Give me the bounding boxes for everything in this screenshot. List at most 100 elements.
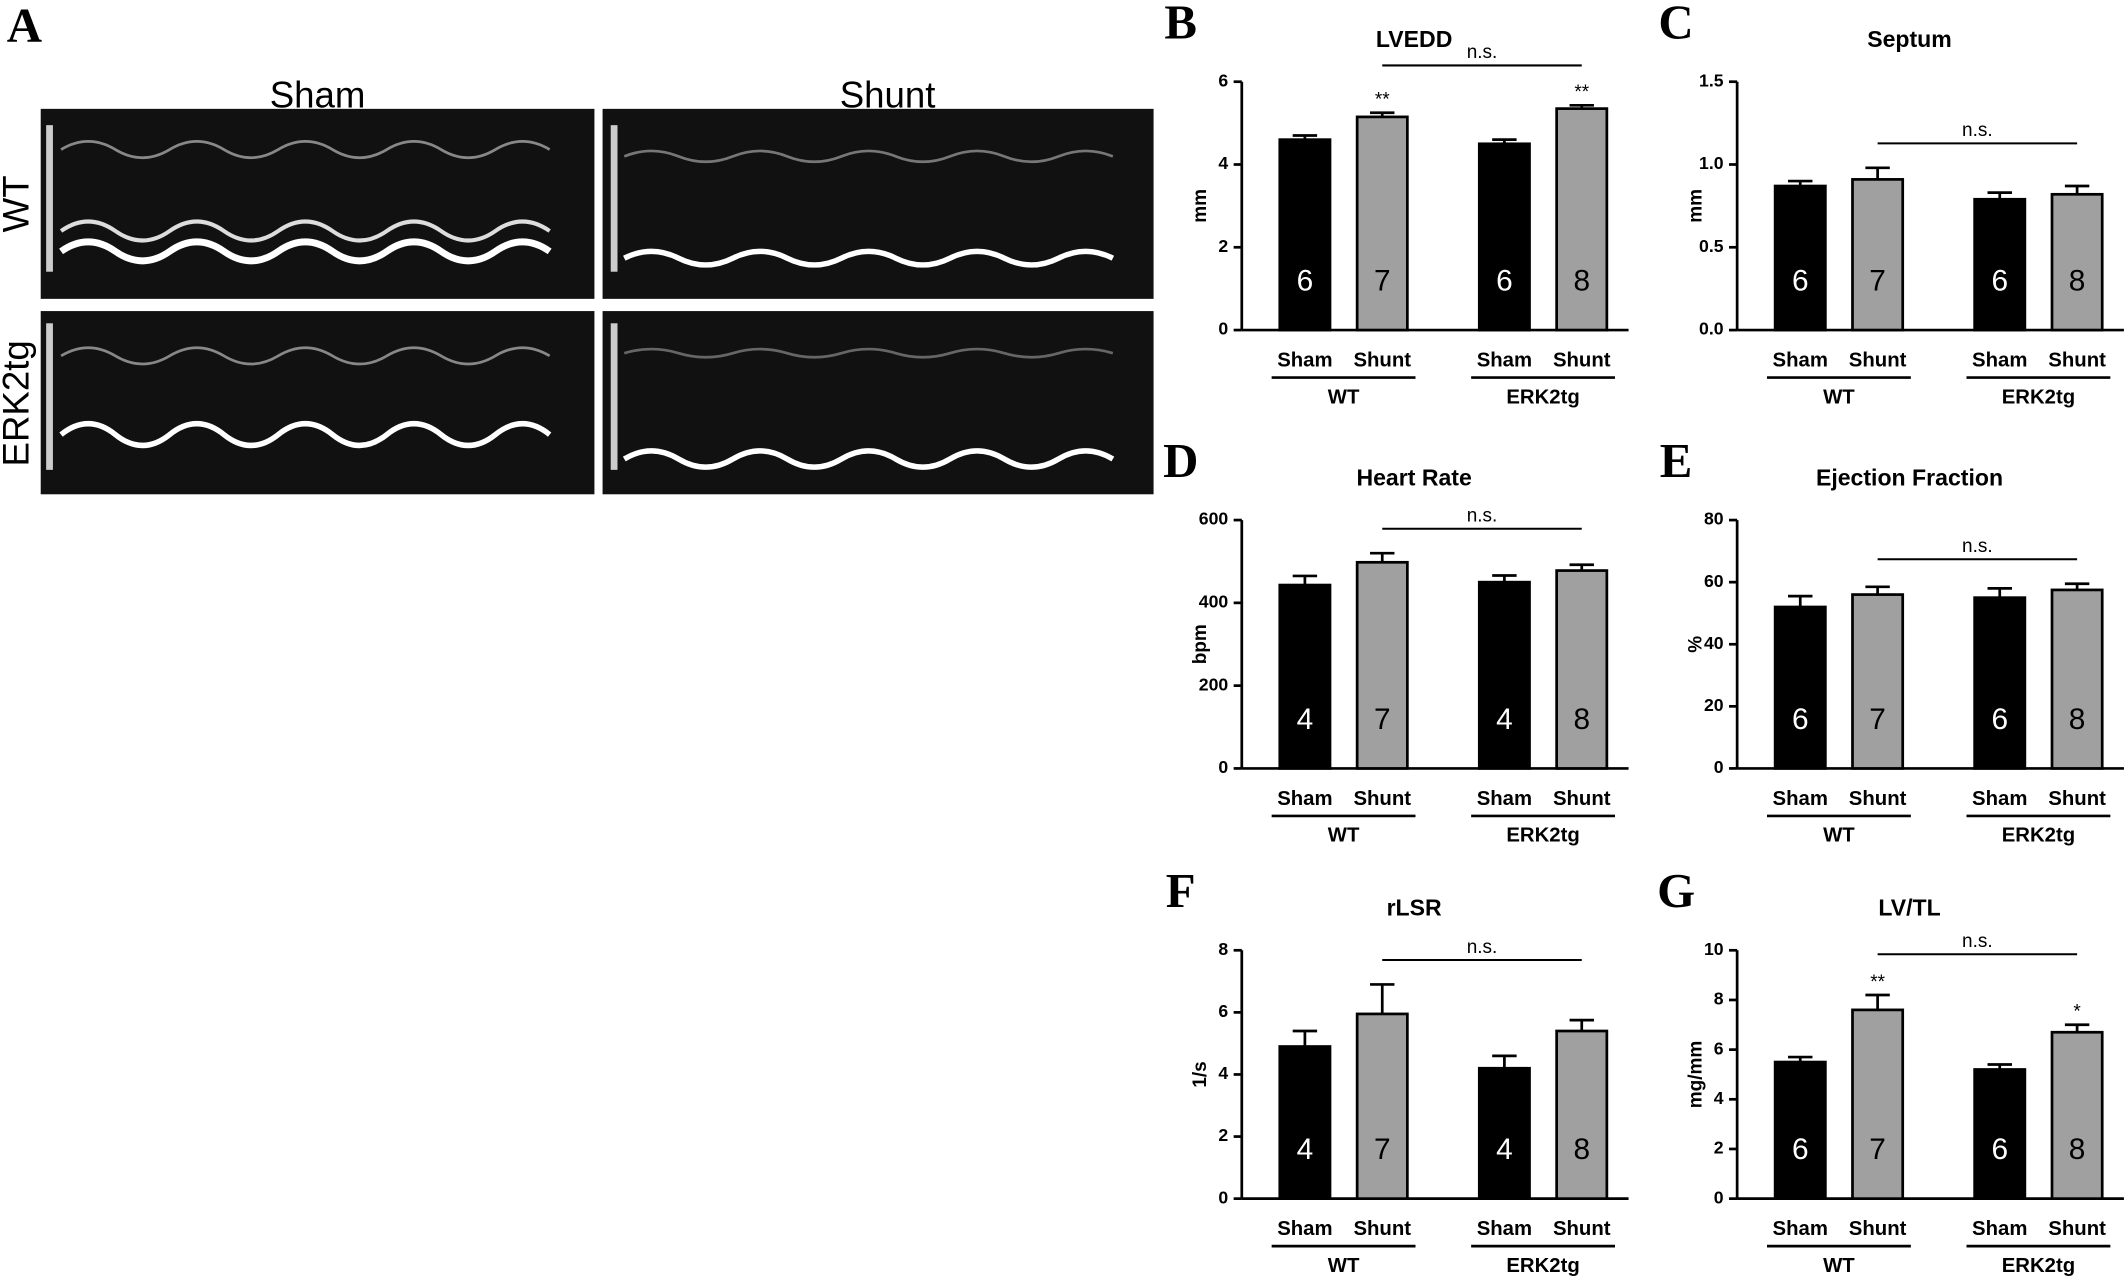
- group-label: WT: [1823, 386, 1855, 408]
- y-tick-label: 4: [1218, 1063, 1228, 1083]
- y-tick-label: 6: [1218, 70, 1228, 90]
- x-tick-label: Sham: [1972, 1218, 2027, 1240]
- chart-title: LV/TL: [1878, 895, 1940, 921]
- n-label: 8: [2069, 703, 2086, 736]
- group-label: ERK2tg: [1506, 1255, 1579, 1277]
- echo-trace: [59, 421, 552, 449]
- echo-trace: [622, 448, 1115, 470]
- echo-trace: [59, 219, 551, 243]
- error-bar: [1788, 594, 1813, 607]
- panel-letter: E: [1660, 433, 1693, 488]
- bar: [1773, 1060, 1827, 1200]
- error-bar: [1492, 574, 1517, 583]
- bar: [2050, 192, 2104, 332]
- error-bar: [1865, 585, 1890, 595]
- row-label: ERK2tg: [0, 340, 37, 466]
- bar: [1973, 596, 2027, 770]
- n-label: 6: [1792, 264, 1809, 297]
- y-axis-label: %: [1685, 636, 1706, 653]
- panel-letter: B: [1164, 0, 1197, 50]
- bar: [1851, 1008, 1905, 1200]
- x-tick-label: Sham: [1477, 350, 1532, 372]
- y-tick-label: 10: [1704, 939, 1724, 959]
- error-bar: [1292, 574, 1318, 586]
- bar: [1355, 560, 1409, 770]
- x-tick-label: Sham: [1477, 788, 1532, 810]
- chart-title: LVEDD: [1376, 26, 1452, 52]
- x-tick-label: Sham: [1773, 1218, 1828, 1240]
- group-label: WT: [1823, 1255, 1855, 1277]
- echo-trace: [59, 238, 552, 265]
- bar: [1773, 605, 1827, 770]
- error-bar: [1370, 551, 1395, 563]
- bar: [1477, 580, 1531, 770]
- bar: [1477, 1066, 1531, 1200]
- panel-letter: D: [1163, 433, 1198, 488]
- echo-image: [602, 108, 1154, 299]
- y-tick-label: 2: [1218, 236, 1228, 256]
- error-bar: [1987, 191, 2012, 200]
- bar: [1851, 593, 1905, 770]
- panel-letter: C: [1658, 0, 1693, 50]
- error-bar: [1370, 983, 1395, 1014]
- annotation: n.s.: [1467, 506, 1498, 527]
- bar: [1278, 1045, 1332, 1200]
- error-bar: [1569, 103, 1594, 109]
- echo-image: [40, 311, 595, 495]
- annotation: n.s.: [1962, 536, 1993, 557]
- x-tick-label: Sham: [1773, 350, 1828, 372]
- x-tick-label: Shunt: [1353, 1218, 1411, 1240]
- n-label: 7: [1869, 264, 1886, 297]
- n-label: 7: [1869, 703, 1886, 736]
- n-label: 8: [1573, 264, 1590, 297]
- column-label: Sham: [270, 75, 366, 116]
- panel-letter: G: [1657, 863, 1695, 918]
- y-tick-label: 6: [1218, 1001, 1228, 1021]
- y-tick-label: 4: [1218, 153, 1228, 173]
- bar: [1555, 1029, 1609, 1200]
- bar: [1355, 115, 1409, 332]
- y-tick-label: 400: [1199, 592, 1229, 612]
- bar: [1477, 142, 1531, 332]
- n-label: 4: [1297, 703, 1314, 736]
- error-bar: [1569, 1018, 1594, 1032]
- column-label: Shunt: [840, 75, 936, 116]
- y-tick-label: 200: [1199, 674, 1229, 694]
- error-bar: [1492, 1054, 1517, 1069]
- bar: [2050, 588, 2104, 770]
- x-tick-label: Shunt: [1849, 1218, 1907, 1240]
- error-bar: [1569, 563, 1594, 571]
- y-tick-label: 6: [1714, 1038, 1724, 1058]
- significance: **: [1375, 90, 1390, 111]
- error-bar: [2064, 1023, 2090, 1033]
- y-axis-label: 1/s: [1190, 1061, 1211, 1087]
- y-tick-label: 60: [1704, 571, 1724, 591]
- n-label: 6: [1991, 703, 2008, 736]
- bar: [1278, 138, 1332, 332]
- x-tick-label: Shunt: [1353, 788, 1411, 810]
- n-label: 7: [1374, 264, 1391, 297]
- x-tick-label: Sham: [1972, 788, 2027, 810]
- echo-image: [602, 311, 1154, 495]
- row-label: WT: [0, 175, 37, 232]
- n-label: 6: [1297, 264, 1314, 297]
- y-tick-label: 0: [1714, 757, 1724, 777]
- bar: [1851, 178, 1905, 332]
- annotation: n.s.: [1962, 120, 1993, 141]
- group-label: ERK2tg: [1506, 825, 1579, 847]
- error-bar: [1987, 587, 2012, 598]
- x-tick-label: Sham: [1773, 788, 1828, 810]
- error-bar: [1788, 179, 1813, 187]
- x-tick-label: Shunt: [2048, 1218, 2106, 1240]
- y-tick-label: 40: [1704, 633, 1724, 653]
- echo-trace: [623, 149, 1114, 164]
- annotation: n.s.: [1467, 42, 1498, 63]
- error-bar: [1987, 1063, 2012, 1070]
- chart-title: Ejection Fraction: [1816, 464, 2003, 490]
- panel-letter: F: [1166, 863, 1196, 918]
- echo-trace: [623, 248, 1115, 268]
- gray-scale: [610, 125, 618, 272]
- x-tick-label: Shunt: [2048, 788, 2106, 810]
- error-bar: [1865, 993, 1890, 1010]
- y-tick-label: 1.5: [1699, 70, 1724, 90]
